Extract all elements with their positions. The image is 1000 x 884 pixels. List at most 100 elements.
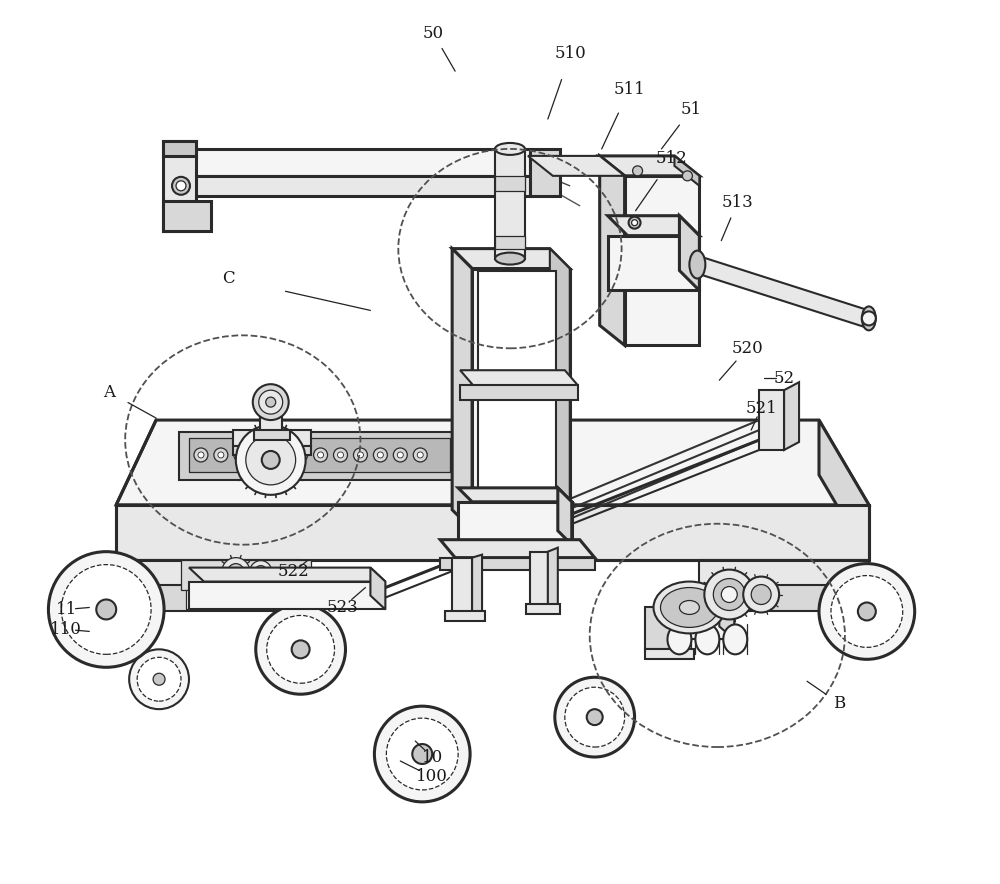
Polygon shape <box>719 595 734 639</box>
Polygon shape <box>784 382 799 450</box>
Polygon shape <box>699 584 869 612</box>
Circle shape <box>256 605 345 694</box>
Polygon shape <box>452 248 472 530</box>
Circle shape <box>831 575 903 647</box>
Circle shape <box>374 706 470 802</box>
Circle shape <box>353 448 367 462</box>
Polygon shape <box>679 216 699 291</box>
Circle shape <box>318 452 324 458</box>
Circle shape <box>377 452 383 458</box>
Circle shape <box>338 452 343 458</box>
Text: 51: 51 <box>681 101 702 118</box>
Circle shape <box>153 674 165 685</box>
Circle shape <box>555 677 635 757</box>
Polygon shape <box>440 540 595 558</box>
Circle shape <box>250 560 272 583</box>
Circle shape <box>721 587 737 603</box>
Text: 523: 523 <box>327 599 358 616</box>
Ellipse shape <box>679 600 699 614</box>
Circle shape <box>194 448 208 462</box>
Circle shape <box>246 435 296 484</box>
Polygon shape <box>472 269 570 530</box>
Ellipse shape <box>654 582 725 634</box>
Circle shape <box>357 452 363 458</box>
Polygon shape <box>460 370 578 385</box>
Circle shape <box>397 452 403 458</box>
Circle shape <box>129 650 189 709</box>
Circle shape <box>222 558 250 585</box>
Circle shape <box>704 569 754 620</box>
Text: 512: 512 <box>656 150 687 167</box>
Text: 513: 513 <box>721 194 753 211</box>
Polygon shape <box>163 141 196 156</box>
Circle shape <box>198 452 204 458</box>
Circle shape <box>234 448 248 462</box>
Polygon shape <box>163 201 211 231</box>
Polygon shape <box>254 430 290 440</box>
Ellipse shape <box>667 624 691 654</box>
Circle shape <box>238 452 244 458</box>
Polygon shape <box>460 385 578 400</box>
Circle shape <box>587 709 603 725</box>
Polygon shape <box>116 560 301 590</box>
Text: B: B <box>833 695 845 712</box>
Polygon shape <box>260 405 282 432</box>
Polygon shape <box>472 554 482 614</box>
Circle shape <box>713 578 745 611</box>
Polygon shape <box>530 552 548 607</box>
Circle shape <box>298 452 304 458</box>
Polygon shape <box>189 582 385 609</box>
Polygon shape <box>600 156 699 176</box>
Polygon shape <box>495 236 525 248</box>
Polygon shape <box>458 488 572 502</box>
Polygon shape <box>370 568 385 609</box>
Polygon shape <box>233 430 311 446</box>
Polygon shape <box>183 176 530 195</box>
Circle shape <box>267 615 335 683</box>
Ellipse shape <box>689 250 705 278</box>
Polygon shape <box>645 650 694 659</box>
Circle shape <box>176 181 186 191</box>
Ellipse shape <box>695 624 719 654</box>
Polygon shape <box>759 390 784 450</box>
Polygon shape <box>186 590 306 609</box>
Polygon shape <box>674 156 699 186</box>
Polygon shape <box>600 156 625 346</box>
Polygon shape <box>478 271 556 520</box>
Text: 522: 522 <box>278 563 310 580</box>
Circle shape <box>266 397 276 408</box>
Circle shape <box>254 448 268 462</box>
Circle shape <box>334 448 347 462</box>
Polygon shape <box>116 505 869 560</box>
Circle shape <box>858 603 876 621</box>
Polygon shape <box>608 236 699 291</box>
Polygon shape <box>659 595 734 607</box>
Ellipse shape <box>660 588 718 628</box>
Circle shape <box>61 565 151 654</box>
Circle shape <box>565 687 625 747</box>
Circle shape <box>682 171 692 181</box>
Text: 110: 110 <box>50 621 82 638</box>
Circle shape <box>819 564 915 659</box>
Polygon shape <box>550 248 570 530</box>
Text: 100: 100 <box>416 768 448 786</box>
Circle shape <box>393 448 407 462</box>
Circle shape <box>96 599 116 620</box>
Circle shape <box>413 448 427 462</box>
Circle shape <box>218 452 224 458</box>
Polygon shape <box>163 141 196 231</box>
Circle shape <box>314 448 328 462</box>
Polygon shape <box>558 488 572 545</box>
Text: 10: 10 <box>422 749 443 766</box>
Polygon shape <box>819 420 869 560</box>
Circle shape <box>373 448 387 462</box>
Circle shape <box>751 584 771 605</box>
Circle shape <box>228 564 244 580</box>
Polygon shape <box>528 156 625 176</box>
Text: C: C <box>223 270 235 287</box>
Polygon shape <box>530 149 560 195</box>
Circle shape <box>743 576 779 613</box>
Ellipse shape <box>495 143 525 155</box>
Circle shape <box>255 566 267 577</box>
Polygon shape <box>189 438 450 472</box>
